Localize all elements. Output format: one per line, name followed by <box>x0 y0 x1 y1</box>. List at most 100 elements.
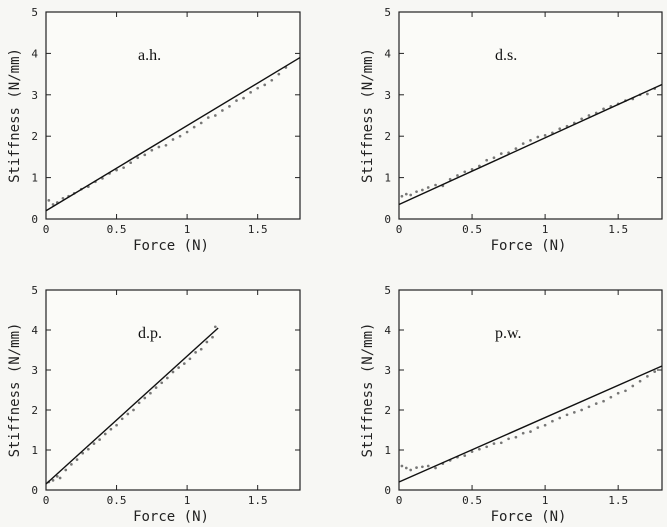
data-point <box>470 450 474 453</box>
x-tick-label: 0 <box>43 223 50 236</box>
data-point <box>194 351 197 354</box>
data-point <box>521 142 525 146</box>
data-point <box>499 152 503 155</box>
data-point <box>638 379 642 383</box>
x-tick-label: 1 <box>542 223 549 236</box>
data-point <box>587 405 591 409</box>
x-tick-label: 0 <box>396 223 403 236</box>
data-point <box>157 145 161 149</box>
data-point <box>404 192 408 196</box>
data-point <box>529 138 532 142</box>
data-point <box>249 90 252 94</box>
data-point <box>115 168 118 172</box>
x-tick-label: 1.5 <box>248 494 268 507</box>
data-point <box>426 186 430 189</box>
data-point <box>543 134 547 137</box>
y-tick-label: 5 <box>31 284 38 297</box>
y-tick-label: 0 <box>31 213 38 226</box>
x-tick-label: 0.5 <box>462 494 482 507</box>
y-tick-label: 2 <box>31 130 38 143</box>
data-point <box>242 96 245 100</box>
data-point <box>256 86 260 90</box>
y-tick-label: 1 <box>384 172 391 185</box>
data-point <box>470 167 474 171</box>
x-tick-label: 0 <box>396 494 403 507</box>
data-point <box>263 83 267 87</box>
data-point <box>154 386 158 389</box>
data-point <box>653 370 657 373</box>
data-point <box>485 158 489 162</box>
data-point <box>580 117 583 121</box>
data-point <box>421 465 424 469</box>
data-point <box>602 107 605 111</box>
data-point <box>558 416 562 420</box>
x-tick-label: 0 <box>43 494 50 507</box>
data-point <box>129 161 133 165</box>
data-point <box>75 458 79 461</box>
y-tick-label: 3 <box>384 89 391 102</box>
data-point <box>514 435 518 439</box>
y-tick-label: 4 <box>384 324 391 337</box>
data-point <box>400 464 404 468</box>
y-tick-label: 4 <box>384 47 391 60</box>
data-point <box>478 164 481 168</box>
data-point <box>103 432 107 436</box>
data-point <box>478 447 481 451</box>
plot-title: d.p. <box>138 325 162 342</box>
data-point <box>507 437 510 441</box>
data-point <box>120 417 124 421</box>
y-tick-label: 4 <box>31 47 38 60</box>
data-point <box>572 411 576 414</box>
data-point <box>485 445 489 449</box>
data-point <box>551 419 554 423</box>
data-point <box>565 413 569 417</box>
data-point <box>646 92 649 96</box>
data-point <box>213 325 217 329</box>
data-point <box>51 203 55 206</box>
x-axis-label: Force (N) <box>133 509 209 525</box>
fit-line <box>398 83 663 206</box>
plot-frame <box>45 289 301 491</box>
data-point <box>188 357 192 361</box>
data-point <box>55 475 59 478</box>
x-axis-label: Force (N) <box>491 238 567 254</box>
y-tick-label: 0 <box>384 484 391 497</box>
data-point <box>206 116 210 119</box>
data-point <box>122 166 125 170</box>
data-point <box>448 177 452 181</box>
y-tick-label: 2 <box>384 130 391 143</box>
data-point <box>177 366 180 369</box>
data-point <box>646 375 649 378</box>
x-axis-label: Force (N) <box>491 509 567 525</box>
data-point <box>415 190 418 194</box>
data-point <box>149 391 152 395</box>
data-point <box>199 347 203 351</box>
data-point <box>70 463 73 466</box>
chart-panel-1: 0 0.5 1 1.5 0 1 2 3 4 5 a.h. Force (N) Stiffness (N/… <box>7 6 301 254</box>
y-tick-label: 3 <box>31 364 38 377</box>
data-point <box>609 395 613 399</box>
x-tick-label: 1.5 <box>608 494 628 507</box>
data-point <box>160 381 164 385</box>
y-axis-label: Stiffness (N/mm) <box>360 48 376 183</box>
data-point <box>456 174 459 177</box>
data-point <box>228 105 231 108</box>
y-tick-label: 1 <box>384 444 391 457</box>
data-point <box>213 114 217 117</box>
chart-panel-4: 0 0.5 1 1.5 0 1 2 3 4 5 p.w. Force (N) Stiffness (N/… <box>360 284 663 525</box>
fit-line <box>398 365 663 483</box>
y-tick-label: 5 <box>31 6 38 19</box>
data-point <box>536 426 540 429</box>
data-point <box>499 441 503 445</box>
data-point <box>587 114 591 117</box>
data-point <box>58 476 62 480</box>
data-point <box>150 148 154 152</box>
y-tick-label: 1 <box>31 172 38 185</box>
y-tick-label: 3 <box>384 364 391 377</box>
data-point <box>463 454 467 457</box>
data-point <box>631 384 635 388</box>
data-point <box>182 362 186 365</box>
y-axis-label: Stiffness (N/mm) <box>7 48 23 183</box>
